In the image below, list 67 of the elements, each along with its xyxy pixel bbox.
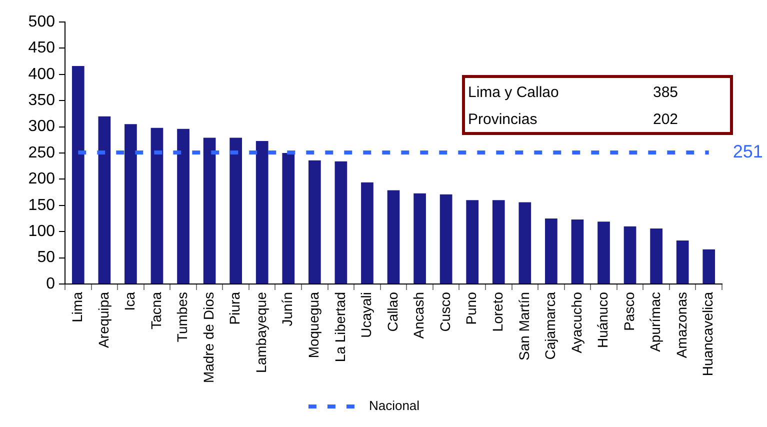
y-tick-label: 300 xyxy=(28,118,56,136)
x-tick-label: Cusco xyxy=(436,292,453,332)
annotation: Provincias xyxy=(468,111,538,129)
x-tick-label: Lambayeque xyxy=(252,292,269,373)
y-tick-label: 400 xyxy=(28,66,56,83)
x-tick-label: Apurímac xyxy=(647,292,664,352)
x-tick-label: Cajamarca xyxy=(542,292,558,360)
legend-label: Nacional xyxy=(368,398,420,414)
x-tick-label: Tacna xyxy=(148,292,164,330)
x-tick-label: La Libertad xyxy=(332,292,348,362)
bar xyxy=(72,66,84,284)
x-tick-label: Lima xyxy=(69,292,85,322)
x-tick-label: Ica xyxy=(122,292,138,311)
y-tick-label: 250 xyxy=(28,144,56,162)
bar xyxy=(466,200,479,284)
bar xyxy=(98,116,111,284)
x-tick-label: Tumbes xyxy=(174,292,190,342)
x-tick-label: Loreto xyxy=(489,292,506,332)
x-tick-label: Ucayali xyxy=(358,292,374,338)
x-tick-label: Ancash xyxy=(410,292,427,339)
x-tick-label: Piura xyxy=(226,292,243,325)
bar xyxy=(440,194,452,284)
annotation: 385 xyxy=(653,84,678,102)
annotation: Lima y Callao xyxy=(468,84,559,102)
y-tick-label: 150 xyxy=(28,196,56,214)
bar xyxy=(650,228,662,284)
bar xyxy=(598,222,610,284)
bar xyxy=(230,138,242,284)
y-tick-label: 450 xyxy=(28,40,56,57)
data-label: 251 xyxy=(732,141,763,162)
bar xyxy=(361,182,374,284)
bar xyxy=(150,128,164,284)
x-tick-label: Amazonas xyxy=(673,292,690,358)
bar xyxy=(282,153,295,284)
x-tick-label: Moquegua xyxy=(306,292,322,358)
bar xyxy=(571,220,584,284)
y-tick-label: 100 xyxy=(28,223,56,240)
bar xyxy=(256,140,268,284)
x-tick-label: Madre de Dios xyxy=(200,292,216,384)
x-tick-label: Callao xyxy=(384,292,400,332)
bar xyxy=(308,160,321,284)
x-tick-label: Pasco xyxy=(620,292,637,331)
bar xyxy=(414,193,426,284)
bar xyxy=(387,190,400,284)
bar xyxy=(203,138,216,284)
y-tick-label: 500 xyxy=(28,13,56,30)
y-tick-label: 50 xyxy=(37,249,56,266)
x-tick-label: Huánuco xyxy=(594,292,611,348)
y-tick-label: 0 xyxy=(46,275,56,292)
x-tick-label: Huancavelica xyxy=(700,292,716,376)
bar xyxy=(124,124,137,284)
y-tick-label: 350 xyxy=(28,92,56,110)
bar xyxy=(676,240,689,284)
bar xyxy=(518,202,532,284)
annotation: 202 xyxy=(653,111,678,129)
bar xyxy=(624,226,636,284)
bar xyxy=(702,249,716,284)
y-tick-label: 200 xyxy=(28,170,56,188)
x-tick-label: San Martín xyxy=(516,292,532,360)
x-tick-label: Ayacucho xyxy=(568,292,584,354)
bar xyxy=(334,161,348,284)
x-tick-label: Junín xyxy=(279,292,296,326)
bar xyxy=(545,218,558,284)
x-tick-label: Puno xyxy=(463,292,480,325)
bar xyxy=(492,200,505,284)
x-tick-label: Arequipa xyxy=(95,292,112,348)
bar xyxy=(177,128,190,284)
